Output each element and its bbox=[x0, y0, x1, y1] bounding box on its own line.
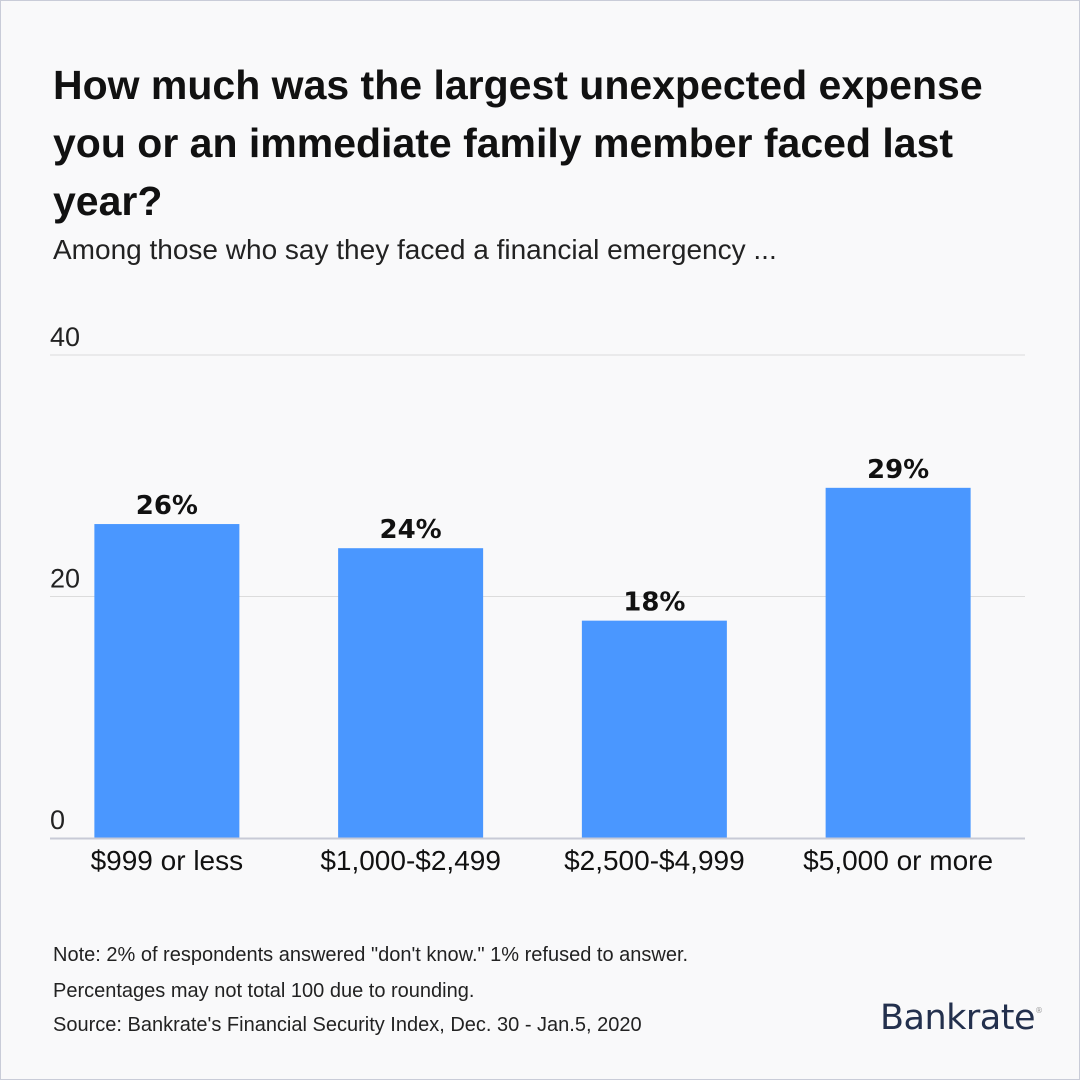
data-label: 26% bbox=[136, 491, 198, 521]
y-tick-label: 40 bbox=[50, 322, 80, 352]
data-label: 18% bbox=[623, 588, 685, 618]
bar bbox=[581, 620, 727, 838]
source-line: Source: Bankrate's Financial Security In… bbox=[53, 1014, 642, 1036]
note-line-1: Note: 2% of respondents answered "don't … bbox=[53, 944, 689, 966]
chart-subtitle: Among those who say they faced a financi… bbox=[53, 234, 777, 265]
x-tick-label: $2,500-$4,999 bbox=[564, 845, 745, 876]
data-label: 24% bbox=[380, 515, 442, 545]
bar bbox=[338, 548, 484, 838]
bankrate-logo: Bankrate® bbox=[880, 998, 1043, 1038]
bar bbox=[94, 524, 240, 838]
x-tick-label: $999 or less bbox=[91, 845, 244, 876]
y-tick-label: 20 bbox=[50, 564, 80, 594]
note-line-2: Percentages may not total 100 due to rou… bbox=[53, 980, 475, 1002]
data-label: 29% bbox=[867, 455, 929, 485]
x-tick-label: $5,000 or more bbox=[803, 845, 993, 876]
chart-title: How much was the largest unexpected expe… bbox=[53, 62, 983, 224]
y-tick-label: 0 bbox=[50, 805, 65, 835]
x-tick-label: $1,000-$2,499 bbox=[320, 845, 501, 876]
bar bbox=[825, 487, 971, 838]
